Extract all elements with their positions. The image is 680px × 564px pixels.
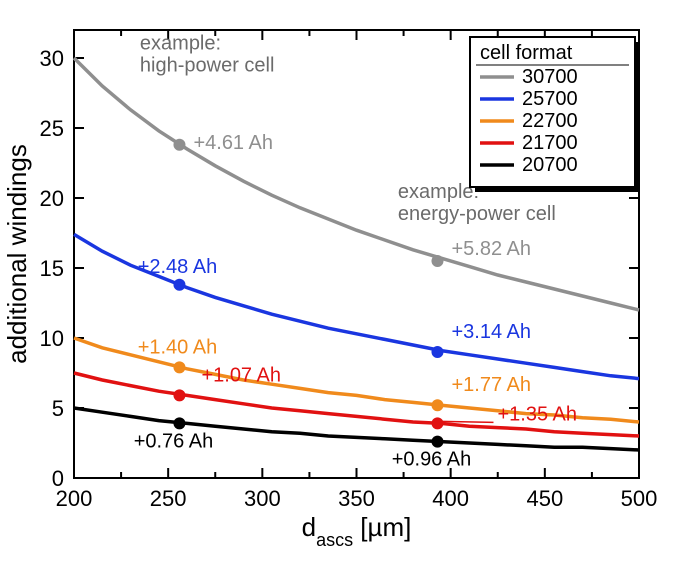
marker-point [173, 417, 185, 429]
marker-label: +3.14 Ah [451, 321, 531, 343]
marker-label: +0.96 Ah [392, 449, 472, 471]
marker-point [173, 139, 185, 151]
marker-point [431, 436, 443, 448]
marker-point [431, 417, 443, 429]
annotation-title: example: [140, 33, 221, 55]
marker-point [431, 399, 443, 411]
x-tick-label: 400 [432, 486, 469, 511]
x-tick-label: 500 [621, 486, 658, 511]
marker-label: +1.40 Ah [138, 336, 218, 358]
marker-label: +2.48 Ah [138, 256, 218, 278]
x-axis-label: dascs [µm] [302, 512, 412, 550]
marker-label: +5.82 Ah [451, 238, 531, 260]
marker-label: +1.35 Ah [497, 403, 577, 425]
x-tick-label: 350 [338, 486, 375, 511]
y-tick-label: 5 [52, 396, 64, 421]
legend: cell format3070025700227002170020700 [470, 37, 640, 192]
y-tick-label: 15 [40, 256, 64, 281]
legend-item: 25700 [522, 88, 578, 110]
y-axis-label: additional windings [2, 144, 32, 364]
y-tick-label: 25 [40, 116, 64, 141]
x-tick-label: 300 [244, 486, 281, 511]
x-tick-label: 250 [150, 486, 187, 511]
y-tick-label: 0 [52, 466, 64, 491]
legend-item: 20700 [522, 154, 578, 176]
annotation-title: example: [398, 181, 479, 203]
marker-label: +4.61 Ah [193, 132, 273, 154]
marker-point [173, 389, 185, 401]
y-tick-label: 30 [40, 46, 64, 71]
marker-label: +1.07 Ah [201, 364, 281, 386]
marker-point [431, 255, 443, 267]
marker-label: +1.77 Ah [451, 374, 531, 396]
annotation-title: energy-power cell [398, 203, 556, 225]
annotation-title: high-power cell [140, 55, 275, 77]
legend-title: cell format [480, 42, 573, 64]
legend-item: 21700 [522, 132, 578, 154]
y-tick-label: 20 [40, 186, 64, 211]
marker-point [431, 346, 443, 358]
marker-label: +0.76 Ah [134, 430, 214, 452]
marker-point [173, 361, 185, 373]
y-tick-label: 10 [40, 326, 64, 351]
legend-item: 22700 [522, 110, 578, 132]
legend-item: 30700 [522, 66, 578, 88]
marker-point [173, 279, 185, 291]
x-tick-label: 450 [526, 486, 563, 511]
